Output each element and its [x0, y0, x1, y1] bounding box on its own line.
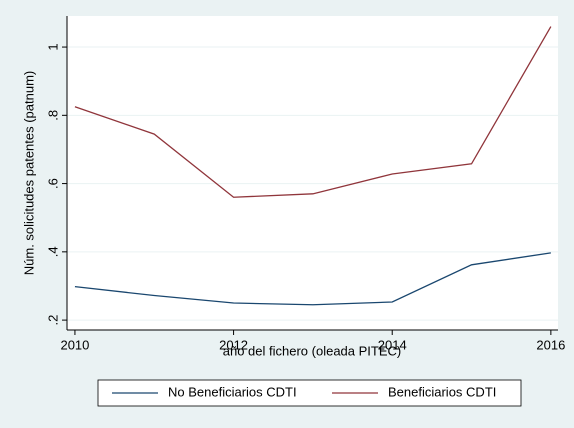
y-tick-label: .4: [45, 246, 60, 257]
y-tick-label: 1: [45, 43, 60, 50]
legend-label: Beneficiarios CDTI: [388, 384, 496, 399]
y-tick-label: .6: [45, 178, 60, 189]
x-tick-label: 2010: [60, 337, 89, 352]
y-axis-title: Núm. solicitudes patentes (patnum): [21, 71, 36, 275]
legend-label: No Beneficiarios CDTI: [168, 384, 297, 399]
x-tick-label: 2016: [536, 337, 565, 352]
series-line: [74, 252, 551, 306]
plot-area: [67, 16, 558, 330]
legend-box: [97, 379, 522, 407]
x-axis-title: año del fichero (oleada PITEC): [223, 343, 401, 358]
y-tick-label: .8: [45, 110, 60, 121]
series-line: [74, 26, 552, 198]
x-tick-label: 2014: [378, 337, 407, 352]
x-tick-label: 2012: [219, 337, 248, 352]
y-tick-label: .2: [45, 315, 60, 326]
